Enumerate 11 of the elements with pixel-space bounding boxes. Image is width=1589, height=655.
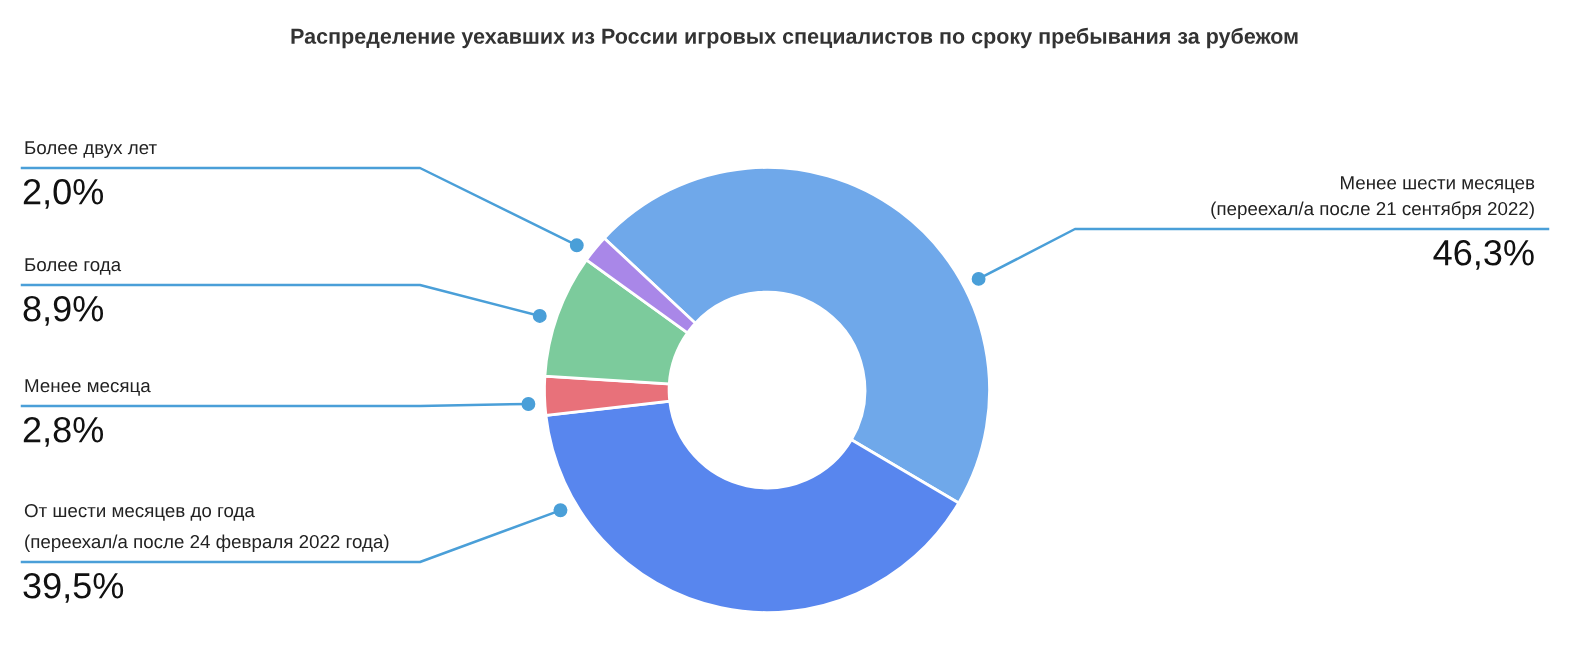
data-label: 2,0% — [23, 178, 104, 209]
data-label: 8,9% — [23, 295, 104, 326]
slice-label: Более двух лет — [25, 141, 157, 158]
slice-label: От шести месяцев до года (переехал/а после 24 февраля 2022 года) — [24, 503, 389, 552]
chart-title: Распределение уехавших из России игровых специалистов по сроку пребывания за рубежом — [291, 27, 1298, 49]
slice-label: Более года — [25, 258, 122, 275]
data-label: 2,8% — [23, 416, 104, 447]
slice-label: Менее месяца — [25, 379, 151, 396]
data-label: 46,3% — [1433, 239, 1534, 270]
slice-label: Менее шести месяцев (переехал/а после 21 сентября 2022) — [1211, 176, 1535, 219]
data-label: 39,5% — [23, 572, 124, 603]
